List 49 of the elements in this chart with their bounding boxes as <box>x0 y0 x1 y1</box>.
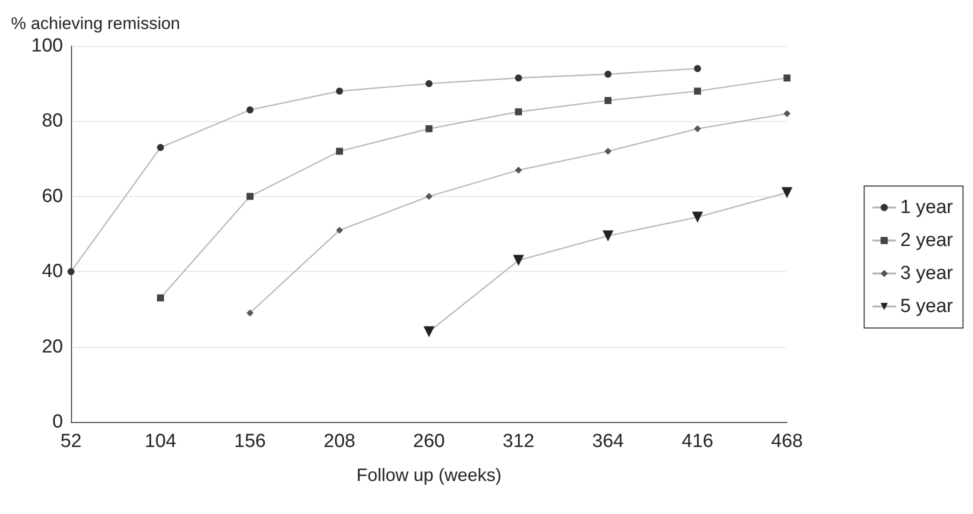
x-tick-label: 468 <box>771 431 803 452</box>
y-tick-label: 100 <box>31 36 63 56</box>
legend-label: 1 year <box>900 197 954 218</box>
point <box>336 88 343 95</box>
point <box>784 74 790 82</box>
point <box>604 148 612 155</box>
x-tick-label: 364 <box>592 431 624 452</box>
point <box>426 192 432 200</box>
x-tick-label: 208 <box>324 431 356 452</box>
point <box>246 309 254 316</box>
point <box>515 108 522 116</box>
x-tick-label: 104 <box>144 431 177 452</box>
point <box>246 106 254 114</box>
point <box>515 166 522 174</box>
point <box>602 230 614 242</box>
point <box>604 97 612 104</box>
y-axis-title: % achieving remission <box>11 14 180 33</box>
point <box>694 65 701 72</box>
y-tick-label: 60 <box>42 186 63 207</box>
point <box>336 148 343 155</box>
y-tick-label: 80 <box>42 110 63 132</box>
point <box>426 125 432 132</box>
point <box>515 74 522 82</box>
point <box>426 80 432 88</box>
x-tick-label: 260 <box>413 431 445 452</box>
point <box>336 226 343 234</box>
x-tick-label: 156 <box>234 431 266 452</box>
point <box>68 268 74 276</box>
x-tick-label: 52 <box>60 431 82 452</box>
y-tick-label: 40 <box>42 261 63 282</box>
point <box>694 88 701 95</box>
point <box>692 212 703 223</box>
point <box>157 294 164 302</box>
legend-label: 2 year <box>900 230 954 251</box>
x-tick-label: 312 <box>502 431 534 452</box>
point <box>782 187 792 198</box>
legend-label: 3 year <box>900 263 954 284</box>
x-tick-label: 416 <box>682 431 714 452</box>
x-axis-title: Follow up (weeks) <box>356 465 502 485</box>
point <box>157 144 164 152</box>
y-tick-label: 20 <box>42 336 63 358</box>
point <box>604 70 612 78</box>
point <box>246 192 254 200</box>
legend-label: 5 year <box>900 296 954 317</box>
point <box>784 110 790 118</box>
point <box>513 254 524 266</box>
point <box>424 326 434 338</box>
point <box>694 125 701 132</box>
y-tick-label: 0 <box>52 412 63 432</box>
